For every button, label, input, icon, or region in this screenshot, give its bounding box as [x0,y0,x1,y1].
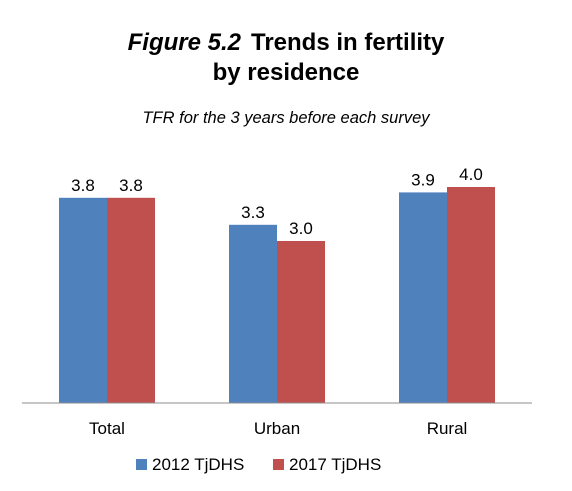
chart-title-line-1: Figure 5.2 Trends in fertility [128,29,445,56]
data-label-urban-2012-tjdhs: 3.3 [241,203,265,222]
category-label-rural: Rural [427,419,468,438]
bar-urban-2012-tjdhs [229,224,277,403]
bars-group [59,187,495,403]
data-label-rural-2017-tjdhs: 4.0 [459,165,483,184]
data-label-urban-2017-tjdhs: 3.0 [289,219,313,238]
legend-swatch-2017-tjdhs [273,459,284,470]
legend-label-2012-tjdhs: 2012 TjDHS [152,455,244,474]
bar-urban-2017-tjdhs [277,241,325,403]
bar-total-2017-tjdhs [107,197,155,403]
legend-swatch-2012-tjdhs [136,459,147,470]
chart-subtitle: TFR for the 3 years before each survey [142,109,431,127]
bar-rural-2017-tjdhs [447,187,495,403]
bar-total-2012-tjdhs [59,197,107,403]
legend: 2012 TjDHS 2017 TjDHS [136,455,381,474]
chart-title-prefix: Figure 5.2 [128,29,242,56]
data-label-rural-2012-tjdhs: 3.9 [411,170,435,189]
bar-rural-2012-tjdhs [399,192,447,403]
data-label-total-2017-tjdhs: 3.8 [119,176,143,195]
category-label-total: Total [89,419,125,438]
legend-label-2017-tjdhs: 2017 TjDHS [289,455,381,474]
data-labels-group: 3.8 3.8 3.3 3.0 3.9 4.0 [71,165,483,238]
category-labels-group: Total Urban Rural [89,419,467,438]
data-label-total-2012-tjdhs: 3.8 [71,176,95,195]
category-label-urban: Urban [254,419,300,438]
chart-title-line-2: by residence [213,59,360,86]
chart-title-text: Trends in fertility [251,29,445,56]
